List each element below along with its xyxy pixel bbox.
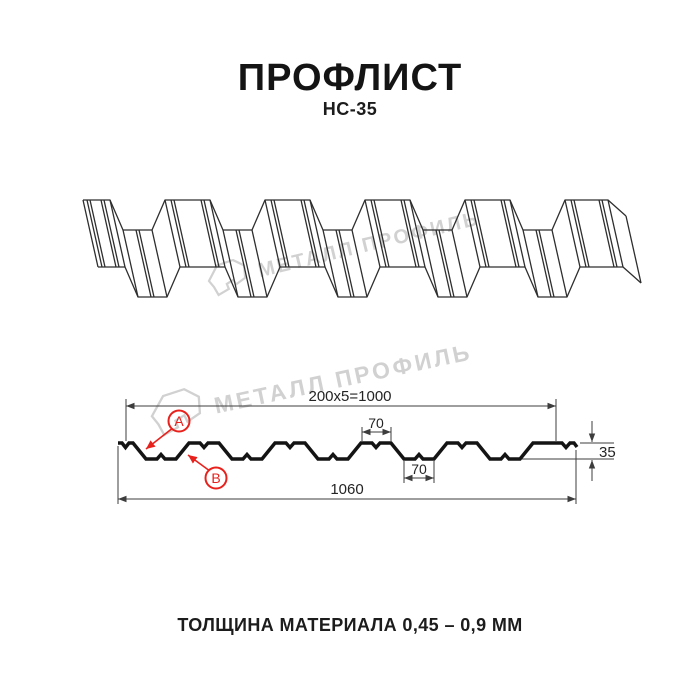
callout-a: A [145, 409, 191, 450]
thickness-note: ТОЛЩИНА МАТЕРИАЛА 0,45 – 0,9 ММ [177, 615, 523, 635]
product-model: НС-35 [322, 99, 378, 119]
dim-crest-label: 70 [368, 415, 384, 431]
callout-b: B [187, 454, 228, 490]
cross-section-drawing: 200x5=1000 70 70 1060 [117, 390, 616, 504]
dimension-working-width: 200x5=1000 [125, 390, 557, 441]
dimension-valley-width: 70 [403, 461, 435, 483]
callout-a-label: A [174, 413, 184, 429]
dimension-crest-width: 70 [361, 415, 392, 441]
dim-height-label: 35 [599, 444, 616, 461]
profile-3d-drawing [82, 199, 642, 298]
profile-section-line [118, 441, 579, 461]
dim-valley-label: 70 [411, 461, 427, 477]
dim-top-label: 200x5=1000 [309, 390, 392, 405]
page-title: ПРОФЛИСТ [237, 57, 463, 99]
callout-b-label: B [211, 470, 220, 486]
dim-total-label: 1060 [330, 481, 363, 498]
dimension-height: 35 [522, 421, 616, 481]
